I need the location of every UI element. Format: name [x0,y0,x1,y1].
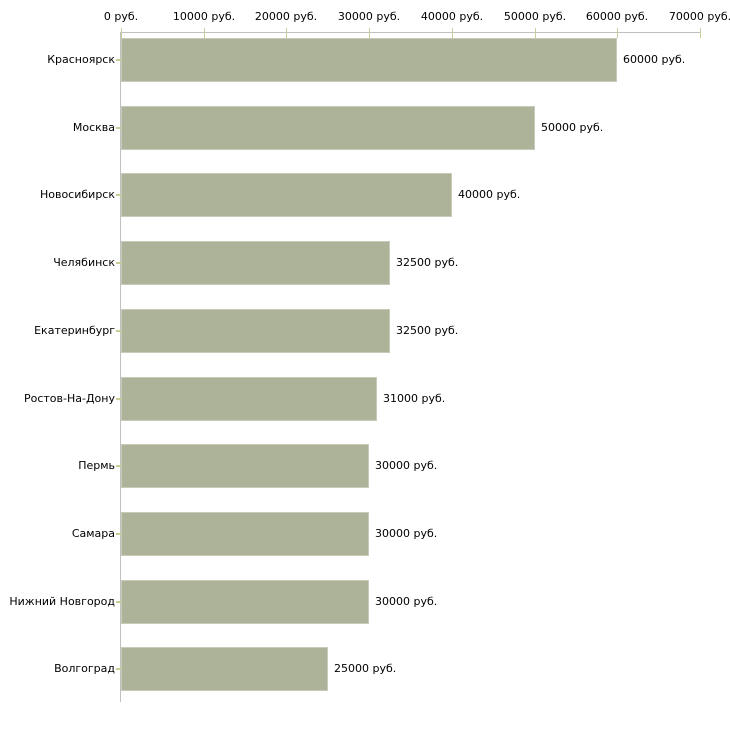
y-tick-mark [116,668,121,670]
x-tick-mark [535,28,536,38]
bar [121,241,390,285]
bar-value-label: 60000 руб. [623,53,686,66]
y-tick-mark [116,465,121,467]
bar-value-label: 32500 руб. [396,324,459,337]
x-tick-label: 0 руб. [103,10,139,23]
y-tick-mark [116,601,121,603]
x-tick-label: 20000 руб. [254,10,318,23]
category-label: Челябинск [53,256,115,269]
category-label: Красноярск [47,53,115,66]
x-tick-mark [369,28,370,38]
category-label: Волгоград [54,662,115,675]
bar [121,309,390,353]
x-tick-label: 30000 руб. [337,10,401,23]
category-label: Новосибирск [39,188,115,201]
y-tick-mark [116,398,121,400]
x-tick-label: 50000 руб. [503,10,567,23]
bar [121,173,452,217]
bar-value-label: 30000 руб. [375,527,438,540]
bar [121,580,369,624]
x-tick-mark [452,28,453,38]
bar [121,38,617,82]
x-axis-line [120,32,701,33]
bar-value-label: 50000 руб. [541,121,604,134]
category-label: Екатеринбург [34,324,115,337]
y-tick-mark [116,59,121,61]
x-tick-label: 40000 руб. [420,10,484,23]
x-tick-mark [286,28,287,38]
bar [121,377,377,421]
y-tick-mark [116,127,121,129]
category-label: Пермь [78,459,115,472]
y-tick-mark [116,533,121,535]
x-tick-mark [700,28,701,38]
bar-value-label: 40000 руб. [458,188,521,201]
bar [121,512,369,556]
y-tick-mark [116,262,121,264]
category-label: Самара [71,527,115,540]
bar-value-label: 25000 руб. [334,662,397,675]
category-label: Москва [72,121,115,134]
y-tick-mark [116,330,121,332]
bar [121,106,535,150]
x-tick-mark [204,28,205,38]
x-tick-label: 70000 руб. [668,10,730,23]
x-tick-mark [617,28,618,38]
bar [121,647,328,691]
x-tick-mark [121,28,122,38]
x-tick-label: 60000 руб. [585,10,649,23]
category-label: Ростов-На-Дону [23,392,115,405]
y-tick-mark [116,194,121,196]
bar-value-label: 32500 руб. [396,256,459,269]
bar-value-label: 30000 руб. [375,459,438,472]
bar-value-label: 31000 руб. [383,392,446,405]
bar [121,444,369,488]
x-tick-label: 10000 руб. [172,10,236,23]
y-axis-line [120,32,121,702]
bar-value-label: 30000 руб. [375,595,438,608]
category-label: Нижний Новгород [9,595,115,608]
